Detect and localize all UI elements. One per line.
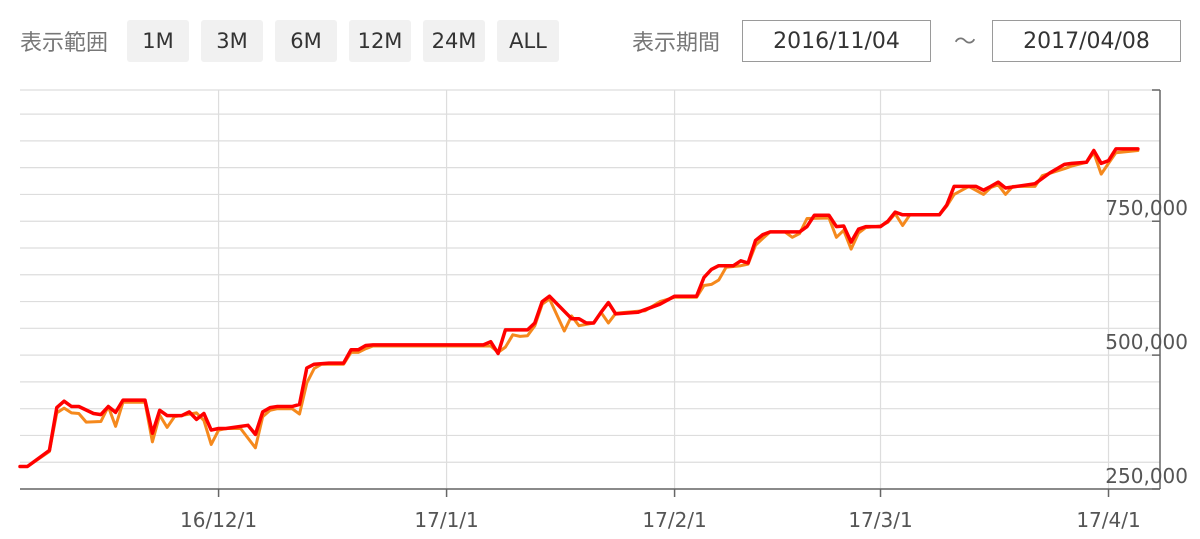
x-tick-label: 16/12/1 — [180, 508, 257, 532]
period-label: 表示期間 — [632, 31, 721, 56]
y-tick-label: 500,000 — [1105, 330, 1188, 354]
range-24m-button[interactable]: 24M — [423, 20, 485, 62]
end-date-field[interactable]: 2017/04/08 — [992, 20, 1181, 62]
range-1m-button[interactable]: 1M — [127, 20, 189, 62]
start-date-field[interactable]: 2016/11/04 — [742, 20, 931, 62]
range-6m-button[interactable]: 6M — [275, 20, 337, 62]
series-line-2 — [18, 149, 1140, 468]
series-line-1 — [18, 147, 1140, 469]
x-tick-label: 17/4/1 — [1076, 508, 1140, 532]
x-tick-label: 17/2/1 — [642, 508, 706, 532]
toolbar: 表示範囲 1M 3M 6M 12M 24M ALL 表示期間 2016/11/0… — [0, 0, 1200, 80]
y-tick-label: 250,000 — [1105, 464, 1188, 488]
range-label: 表示範囲 — [20, 31, 109, 56]
range-3m-button[interactable]: 3M — [201, 20, 263, 62]
range-all-button[interactable]: ALL — [497, 20, 559, 62]
x-tick-label: 17/1/1 — [414, 508, 478, 532]
range-12m-button[interactable]: 12M — [349, 20, 411, 62]
date-range-separator: 〜 — [954, 30, 977, 55]
y-tick-label: 750,000 — [1105, 196, 1188, 220]
x-tick-label: 17/3/1 — [848, 508, 912, 532]
